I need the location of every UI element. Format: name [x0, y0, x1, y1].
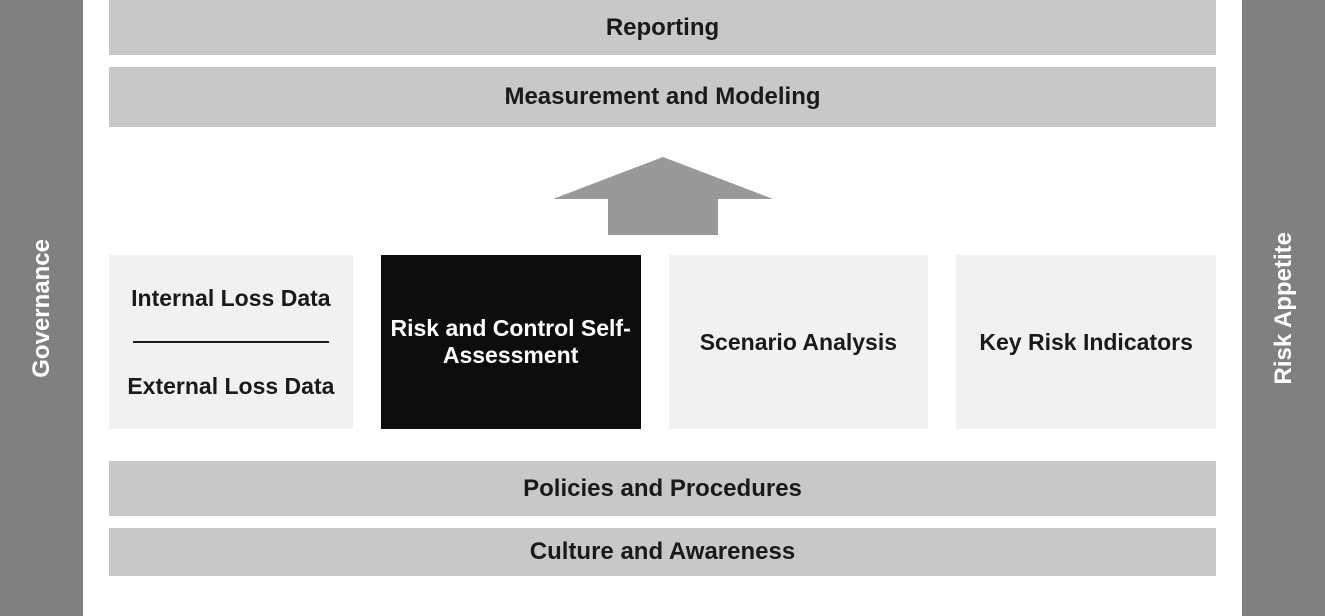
arrow-wrap — [109, 157, 1216, 235]
measurement-label: Measurement and Modeling — [504, 83, 820, 111]
orm-framework-diagram: Governance Reporting Measurement and Mod… — [0, 0, 1325, 616]
loss-data-pillar: Internal Loss Data External Loss Data — [109, 255, 353, 429]
kri-pillar: Key Risk Indicators — [956, 255, 1216, 429]
culture-bar: Culture and Awareness — [109, 528, 1216, 576]
rcsa-pillar: Risk and Control Self-Assessment — [381, 255, 641, 429]
governance-label: Governance — [28, 239, 56, 378]
scenario-pillar: Scenario Analysis — [669, 255, 929, 429]
internal-loss-data-label: Internal Loss Data — [131, 285, 330, 312]
policies-label: Policies and Procedures — [523, 475, 802, 503]
external-loss-data-box: External Loss Data — [109, 343, 353, 429]
middle-pillars-row: Internal Loss Data External Loss Data Ri… — [109, 255, 1216, 429]
internal-loss-data-box: Internal Loss Data — [109, 255, 353, 341]
up-arrow-icon — [553, 157, 773, 235]
culture-label: Culture and Awareness — [530, 538, 795, 566]
reporting-bar: Reporting — [109, 0, 1216, 55]
reporting-label: Reporting — [606, 14, 719, 42]
center-column: Reporting Measurement and Modeling Inter… — [83, 0, 1242, 616]
kri-label: Key Risk Indicators — [979, 329, 1192, 356]
risk-appetite-pillar: Risk Appetite — [1242, 0, 1325, 616]
risk-appetite-label: Risk Appetite — [1270, 232, 1298, 384]
measurement-bar: Measurement and Modeling — [109, 67, 1216, 127]
policies-bar: Policies and Procedures — [109, 461, 1216, 516]
scenario-label: Scenario Analysis — [700, 329, 897, 356]
external-loss-data-label: External Loss Data — [127, 373, 334, 400]
rcsa-label: Risk and Control Self-Assessment — [389, 315, 633, 369]
governance-pillar: Governance — [0, 0, 83, 616]
